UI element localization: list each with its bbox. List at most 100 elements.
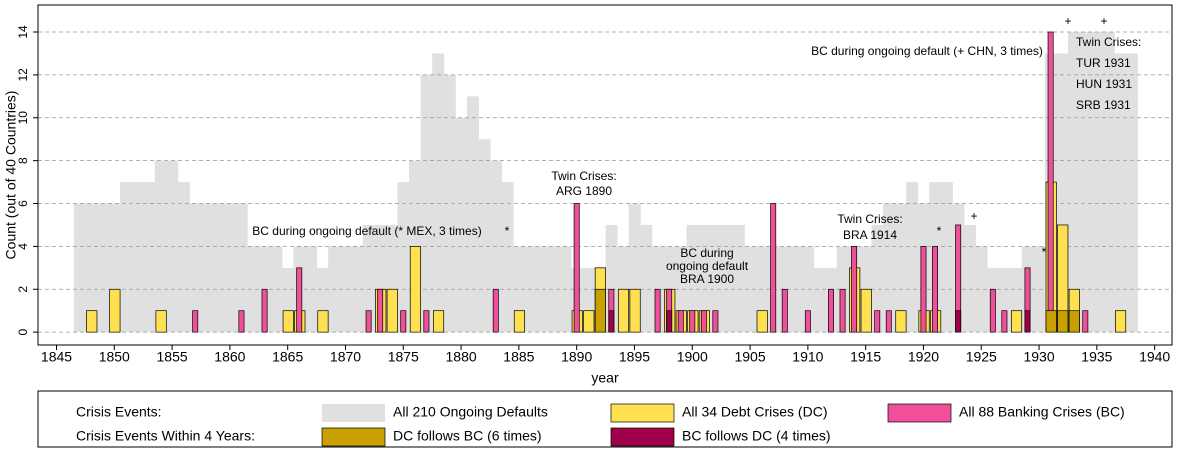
default-area [73, 203, 86, 333]
y-axis-label: Count (out of 40 Countries) [3, 91, 19, 260]
x-tick-label: 1870 [330, 349, 361, 365]
plot-frame [37, 4, 1173, 346]
x-tick-label: 1915 [850, 349, 881, 365]
default-area [1091, 32, 1104, 333]
crisis-bar [377, 288, 384, 333]
x-tick-label: 1905 [734, 349, 765, 365]
x-tick-label: 1935 [1081, 349, 1112, 365]
default-area [1102, 32, 1115, 333]
default-area [189, 203, 202, 333]
crisis-bar [492, 288, 499, 333]
crisis-bar [1082, 310, 1089, 333]
annotation: Twin Crises: [551, 169, 616, 183]
default-area [177, 182, 190, 333]
default-area [235, 203, 248, 333]
default-area [455, 117, 468, 333]
crisis-bar [386, 288, 398, 333]
crisis-bar [781, 288, 788, 333]
plot-area [38, 31, 1172, 333]
crisis-bar [1068, 310, 1080, 333]
crisis-bar [583, 310, 595, 333]
x-tick-label: 1940 [1139, 349, 1170, 365]
crisis-bar [1047, 31, 1054, 333]
crisis-bar [839, 288, 846, 333]
crisis-bar [885, 310, 892, 333]
default-area [894, 203, 907, 333]
crisis-bar [770, 203, 777, 333]
crisis-bar [608, 310, 615, 333]
annotation: * [1042, 245, 1047, 259]
default-area [224, 203, 237, 333]
legend-swatch [610, 427, 675, 447]
y-tick-label: 4 [16, 243, 30, 250]
crisis-bar [828, 288, 834, 333]
x-tick-label: 1930 [1023, 349, 1054, 365]
x-tick-label: 1910 [792, 349, 823, 365]
default-area [709, 224, 722, 333]
annotation: BC during ongoing default (* MEX, 3 time… [252, 224, 481, 238]
crisis-bar [282, 310, 294, 333]
x-tick-label: 1850 [99, 349, 130, 365]
crisis-bar [109, 288, 121, 333]
crisis-bar [1010, 310, 1023, 333]
x-tick-label: 1880 [446, 349, 477, 365]
annotation: SRB 1931 [1076, 98, 1131, 112]
annotation: BRA 1900 [680, 272, 734, 286]
crisis-bar [1057, 310, 1069, 333]
legend-row-label: Crisis Events: [76, 404, 162, 420]
crisis-bar [932, 246, 938, 333]
annotation: + [970, 209, 977, 223]
x-tick-label: 1925 [966, 349, 997, 365]
y-tick-label: 12 [16, 68, 30, 82]
crisis-bar [920, 246, 927, 333]
default-area [721, 224, 734, 333]
crisis-bar [261, 288, 268, 333]
x-tick-label: 1895 [619, 349, 650, 365]
default-area [1067, 32, 1081, 333]
x-tick-label: 1900 [677, 349, 708, 365]
crisis-bar [712, 310, 719, 333]
annotation: TUR 1931 [1076, 56, 1131, 70]
default-area [362, 224, 375, 333]
crisis-bar [666, 310, 673, 333]
default-area [397, 182, 410, 333]
annotation: Twin Crises: [837, 212, 902, 226]
x-tick-label: 1885 [503, 349, 534, 365]
default-area [640, 224, 653, 333]
crisis-bar [1115, 310, 1127, 333]
legend-swatch [887, 403, 952, 423]
default-area [1114, 53, 1127, 333]
default-area [1079, 32, 1092, 333]
default-area [443, 74, 456, 333]
default-area [131, 182, 144, 333]
legend-label: All 88 Banking Crises (BC) [959, 404, 1125, 420]
default-area [686, 224, 699, 333]
default-area [247, 246, 260, 333]
default-area [883, 203, 896, 333]
annotation: HUN 1931 [1076, 77, 1132, 91]
annotation: BRA 1914 [843, 228, 897, 242]
default-area [975, 246, 988, 333]
crisis-bar [689, 310, 696, 333]
crisis-bar [296, 267, 303, 333]
crisis-bar [573, 203, 580, 333]
legend-label: All 210 Ongoing Defaults [393, 404, 548, 420]
legend-label: All 34 Debt Crises (DC) [682, 404, 827, 420]
y-tick-label: 10 [16, 111, 30, 125]
x-tick-label: 1855 [157, 349, 188, 365]
crisis-bar [677, 310, 684, 333]
default-area [432, 53, 445, 333]
default-area [120, 182, 133, 333]
crisis-bar [432, 310, 445, 333]
default-area [940, 182, 953, 333]
crisis-bar [192, 310, 199, 333]
default-area [478, 139, 491, 333]
default-area [906, 182, 919, 333]
legend-label: BC follows DC (4 times) [682, 428, 831, 444]
default-area [963, 224, 976, 333]
annotation: ongoing default [666, 259, 749, 273]
annotation: * [937, 224, 942, 238]
default-area [85, 203, 98, 333]
crisis-bar [874, 310, 881, 333]
crisis-bar [238, 310, 245, 333]
